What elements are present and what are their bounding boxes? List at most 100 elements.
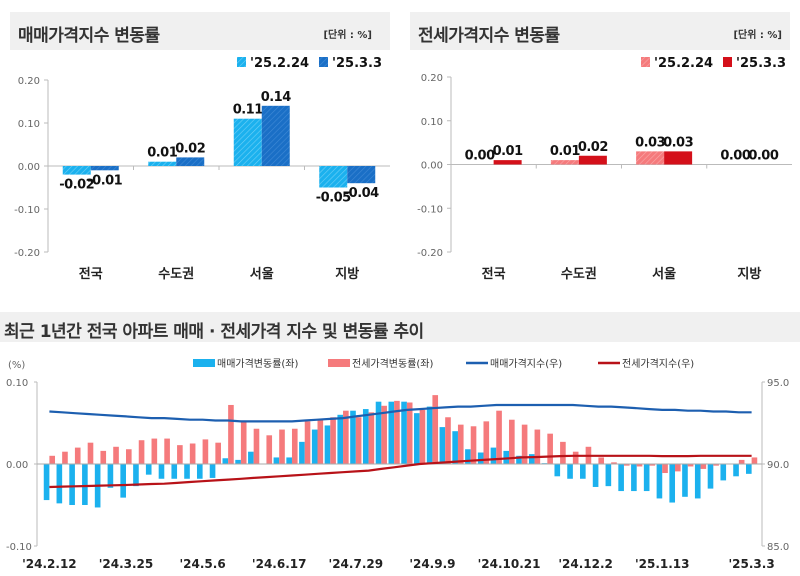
sale-change-bar [248, 451, 254, 464]
jeonse-change-bar [49, 455, 56, 464]
y-tick-label: 0.00 [18, 162, 40, 173]
sale-change-bar [733, 464, 739, 477]
legend-swatch [723, 57, 732, 67]
data-label: -0.02 [59, 178, 94, 193]
left-tick-label: 0.00 [6, 460, 28, 471]
jeonse-change-bar [521, 424, 528, 464]
y-tick-label: 0.10 [421, 117, 443, 128]
sale-change-bar [656, 464, 663, 499]
data-label: 0.00 [465, 149, 496, 164]
sale-change-bar [82, 464, 88, 505]
sale-change-bar [694, 464, 701, 499]
jeonse-change-bar [177, 445, 183, 464]
left-tick-label: 0.10 [6, 378, 28, 389]
bar-current [578, 155, 607, 165]
y-tick-label: -0.10 [14, 205, 40, 216]
category-label: 지방 [335, 266, 359, 282]
bar-current [493, 160, 522, 165]
jeonse-change-bar [151, 438, 158, 464]
data-label: 0.01 [493, 144, 524, 159]
category-label: 서울 [652, 266, 676, 282]
bar-previous [550, 160, 579, 165]
sale-chart-title: 매매가격지수 변동률 [18, 26, 160, 46]
y-tick-label: -0.10 [417, 204, 443, 215]
legend-swatch [193, 359, 215, 367]
jeonse-change-bar [113, 446, 119, 464]
sale-change-bar [401, 401, 407, 464]
bar-previous [636, 151, 665, 165]
sale-change-bar [222, 458, 229, 464]
jeonse-change-bar [330, 417, 336, 464]
sale-change-bar [426, 406, 433, 464]
legend-swatch [641, 57, 650, 67]
data-label: 0.14 [261, 90, 292, 105]
sale-change-bar [145, 464, 152, 475]
sale-change-bar [133, 464, 139, 487]
jeonse-change-bar [662, 464, 668, 474]
sale-change-bar [273, 457, 280, 464]
legend-swatch [237, 57, 246, 67]
x-tick-label: '24.5.6 [179, 557, 225, 571]
legend-label: '25.2.24 [654, 56, 713, 71]
y-tick-label: 0.00 [421, 161, 443, 172]
sale-index-line [49, 403, 752, 423]
legend-label: 전세가격지수(우) [622, 357, 694, 370]
right-tick-label: 95.0 [767, 378, 789, 389]
jeonse-change-bar [368, 412, 375, 464]
jeonse-change-bar [394, 400, 400, 464]
jeonse-change-bar [572, 451, 579, 464]
y-tick-label: -0.20 [417, 248, 443, 259]
jeonse-change-bar [74, 447, 81, 464]
jeonse-chart-title: 전세가격지수 변동률 [418, 26, 560, 46]
sale-change-bar [554, 464, 561, 477]
x-tick-label: '24.2.12 [22, 557, 77, 571]
right-tick-label: 90.0 [767, 460, 789, 471]
jeonse-change-bar [675, 464, 681, 472]
jeonse-change-bar [560, 441, 566, 464]
sale-change-bar [120, 464, 126, 498]
sale-change-bar [299, 441, 305, 464]
sale-change-bar [707, 464, 714, 489]
jeonse-change-bar [700, 464, 707, 469]
data-label: -0.05 [316, 191, 351, 206]
jeonse-change-bar [343, 410, 349, 464]
data-label: 0.01 [147, 146, 178, 161]
sale-change-bar [43, 464, 50, 501]
data-label: 0.02 [578, 140, 608, 155]
sale-change-bar [311, 429, 318, 464]
jeonse-change-bar [291, 428, 298, 464]
legend-label: '25.3.3 [332, 56, 382, 71]
jeonse-change-bar [266, 435, 273, 464]
jeonse-change-bar [432, 395, 439, 464]
jeonse-index-line [49, 454, 752, 489]
category-label: 지방 [737, 266, 761, 282]
sale-change-bar [720, 464, 727, 481]
legend-label: '25.2.24 [250, 56, 309, 71]
sale-change-bar [490, 447, 497, 464]
x-tick-label: '24.9.9 [409, 557, 455, 571]
jeonse-change-bar [547, 433, 553, 464]
jeonse-change-bar [240, 421, 247, 464]
jeonse-change-bar [228, 404, 234, 464]
legend-label: 매매가격변동률(좌) [217, 357, 299, 370]
jeonse-change-bar [534, 429, 541, 464]
sale-change-bar [631, 464, 637, 492]
sale-change-bar [580, 464, 586, 479]
category-label: 서울 [250, 266, 274, 282]
category-label: 수도권 [561, 267, 597, 282]
legend-label: 매매가격지수(우) [490, 357, 562, 370]
data-label: 0.00 [720, 149, 751, 164]
right-tick-label: 85.0 [767, 542, 789, 553]
jeonse-change-bar [100, 450, 107, 464]
sale-change-bar [439, 427, 446, 464]
legend-swatch [328, 359, 350, 367]
sale-change-bar [107, 464, 114, 488]
jeonse-change-bar [164, 438, 170, 464]
sale-change-bar [414, 413, 420, 464]
jeonse-change-bar [215, 442, 221, 464]
jeonse-change-bar [304, 421, 311, 464]
jeonse-change-bar [202, 439, 209, 464]
sale-change-bar [286, 457, 292, 464]
jeonse-change-bar [509, 419, 515, 464]
jeonse-change-bar [317, 419, 324, 464]
